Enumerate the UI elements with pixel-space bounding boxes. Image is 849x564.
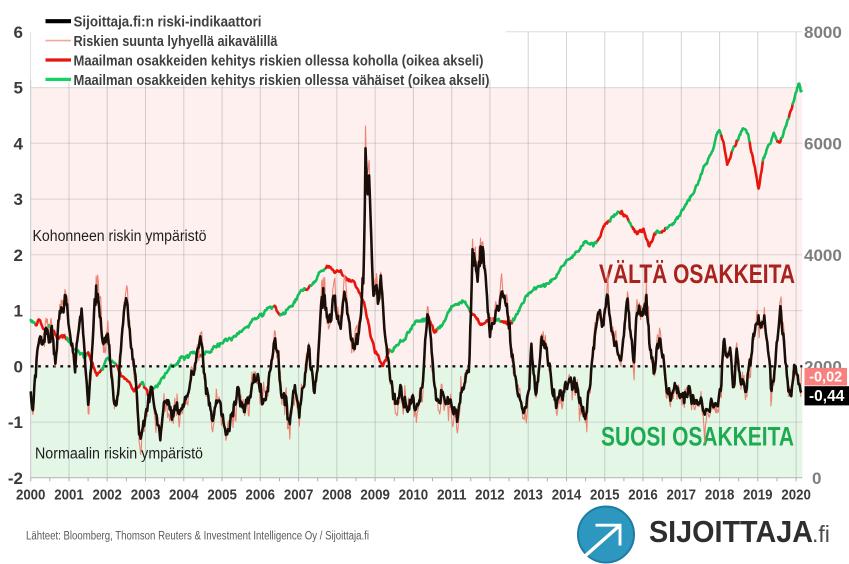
- svg-text:-2: -2: [8, 469, 23, 488]
- svg-text:2010: 2010: [399, 486, 429, 503]
- svg-text:2006: 2006: [246, 486, 276, 503]
- svg-text:VÄLTÄ OSAKKEITA: VÄLTÄ OSAKKEITA: [599, 259, 795, 289]
- svg-text:SIJOITTAJA: SIJOITTAJA: [649, 514, 813, 549]
- svg-text:2001: 2001: [54, 486, 84, 503]
- svg-text:2: 2: [14, 246, 23, 265]
- svg-text:2007: 2007: [284, 486, 314, 503]
- svg-text:2002: 2002: [92, 486, 122, 503]
- svg-text:2012: 2012: [475, 486, 505, 503]
- svg-text:Lähteet: Bloomberg, Thomson Re: Lähteet: Bloomberg, Thomson Reuters & In…: [26, 531, 369, 543]
- svg-text:2017: 2017: [667, 486, 697, 503]
- svg-text:Kohonneen riskin ympäristö: Kohonneen riskin ympäristö: [33, 228, 207, 245]
- svg-text:1: 1: [14, 302, 23, 321]
- svg-text:2019: 2019: [743, 486, 773, 503]
- svg-text:2020: 2020: [781, 486, 811, 503]
- svg-text:Maailman osakkeiden kehitys ri: Maailman osakkeiden kehitys riskien olle…: [74, 72, 490, 89]
- svg-text:5: 5: [14, 79, 23, 98]
- svg-text:6: 6: [14, 23, 23, 42]
- svg-text:0: 0: [14, 357, 23, 376]
- svg-text:-1: -1: [8, 413, 23, 432]
- svg-text:2018: 2018: [705, 486, 735, 503]
- svg-text:SUOSI OSAKKEITA: SUOSI OSAKKEITA: [601, 422, 794, 452]
- svg-text:Normaalin riskin ympäristö: Normaalin riskin ympäristö: [35, 445, 203, 462]
- svg-text:Maailman osakkeiden kehitys ri: Maailman osakkeiden kehitys riskien olle…: [74, 52, 484, 69]
- svg-text:Sijoittaja.fi:n riski-indikaat: Sijoittaja.fi:n riski-indikaattori: [74, 14, 262, 31]
- svg-text:2014: 2014: [552, 486, 582, 503]
- svg-text:2013: 2013: [513, 486, 543, 503]
- svg-text:8000: 8000: [804, 23, 842, 42]
- svg-text:2003: 2003: [131, 486, 161, 503]
- svg-text:2000: 2000: [16, 486, 46, 503]
- svg-text:2005: 2005: [207, 486, 237, 503]
- svg-text:.fi: .fi: [812, 521, 830, 547]
- svg-text:0: 0: [812, 469, 821, 488]
- svg-text:-0,44: -0,44: [809, 388, 845, 405]
- svg-text:2004: 2004: [169, 486, 199, 503]
- svg-text:2015: 2015: [590, 486, 620, 503]
- svg-text:Riskien suunta lyhyellä aikavä: Riskien suunta lyhyellä aikavälillä: [74, 33, 279, 50]
- svg-text:2011: 2011: [437, 486, 467, 503]
- svg-text:3: 3: [14, 190, 23, 209]
- svg-text:6000: 6000: [804, 134, 842, 153]
- svg-text:4000: 4000: [804, 246, 842, 265]
- svg-text:2016: 2016: [628, 486, 658, 503]
- svg-text:2008: 2008: [322, 486, 352, 503]
- svg-text:-0,02: -0,02: [809, 370, 842, 386]
- svg-text:2009: 2009: [360, 486, 390, 503]
- svg-text:4: 4: [14, 134, 24, 153]
